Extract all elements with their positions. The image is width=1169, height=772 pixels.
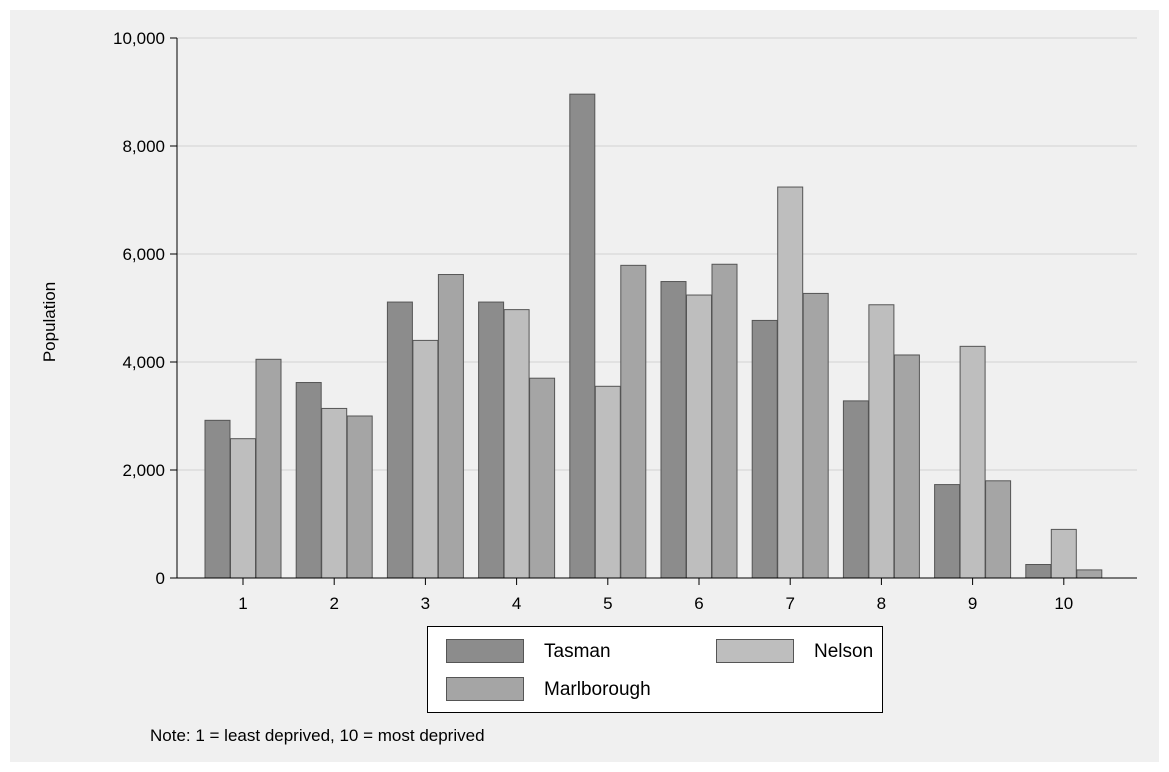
bar-tasman-5 — [569, 93, 596, 579]
y-tick-label: 6,000 — [122, 245, 165, 264]
legend-swatch-marlborough — [446, 677, 524, 701]
bar-nelson-5 — [594, 385, 621, 579]
chart-frame: 0 2,000 4,000 6,000 8,000 10,000 1 2 3 4 5 6 7 8 9 10 … — [10, 10, 1159, 762]
bar-tasman-10 — [1025, 564, 1052, 579]
bar-marlborough-5 — [620, 264, 647, 579]
bar-tasman-2 — [295, 382, 322, 579]
legend: Tasman Nelson Marlborough — [427, 626, 883, 713]
y-tick-label: 8,000 — [122, 137, 165, 156]
y-tick-label: 4,000 — [122, 353, 165, 372]
legend-label-nelson: Nelson — [814, 641, 874, 662]
bar-tasman-4 — [478, 301, 505, 579]
x-tick-label: 5 — [603, 594, 612, 613]
y-axis-title: Population — [40, 282, 59, 362]
bar-tasman-3 — [386, 301, 413, 579]
bar-tasman-9 — [934, 484, 961, 579]
bar-tasman-7 — [751, 319, 778, 579]
bar-tasman-1 — [204, 419, 231, 579]
x-tick-label: 6 — [694, 594, 703, 613]
legend-swatch-nelson — [716, 639, 794, 663]
bar-tasman-6 — [660, 281, 687, 579]
axes — [170, 37, 1137, 585]
x-tick-label: 8 — [877, 594, 886, 613]
bar-marlborough-2 — [346, 415, 373, 579]
bar-marlborough-3 — [437, 274, 464, 579]
y-tick-labels: 0 2,000 4,000 6,000 8,000 10,000 — [113, 29, 165, 588]
bar-marlborough-9 — [985, 480, 1012, 579]
bars — [204, 93, 1103, 579]
x-tick-label: 9 — [968, 594, 977, 613]
bar-marlborough-8 — [893, 354, 920, 579]
x-tick-label: 3 — [421, 594, 430, 613]
legend-swatch-tasman — [446, 639, 524, 663]
x-tick-label: 7 — [785, 594, 794, 613]
bar-nelson-4 — [503, 309, 530, 579]
bar-nelson-3 — [412, 339, 439, 579]
bar-nelson-1 — [230, 438, 256, 579]
bar-tasman-8 — [842, 400, 869, 579]
bar-nelson-8 — [868, 304, 895, 579]
bar-marlborough-7 — [802, 292, 829, 579]
footnote: Note: 1 = least deprived, 10 = most depr… — [150, 726, 485, 745]
bar-marlborough-4 — [529, 377, 556, 579]
bar-nelson-6 — [686, 294, 712, 579]
bar-nelson-7 — [777, 186, 804, 579]
y-tick-label: 2,000 — [122, 461, 165, 480]
x-tick-label: 2 — [329, 594, 338, 613]
legend-label-tasman: Tasman — [544, 641, 611, 662]
legend-label-marlborough: Marlborough — [544, 679, 651, 700]
bar-nelson-2 — [321, 407, 348, 579]
bar-marlborough-6 — [711, 263, 738, 579]
bar-nelson-9 — [959, 345, 986, 579]
y-tick-label: 10,000 — [113, 29, 165, 48]
x-tick-labels: 1 2 3 4 5 6 7 8 9 10 — [238, 594, 1073, 613]
bar-marlborough-1 — [255, 358, 282, 579]
x-tick-label: 4 — [512, 594, 521, 613]
bar-nelson-10 — [1050, 528, 1077, 579]
x-tick-label: 10 — [1054, 594, 1073, 613]
bar-marlborough-10 — [1076, 569, 1103, 579]
y-tick-label: 0 — [156, 569, 165, 588]
x-tick-label: 1 — [238, 594, 247, 613]
